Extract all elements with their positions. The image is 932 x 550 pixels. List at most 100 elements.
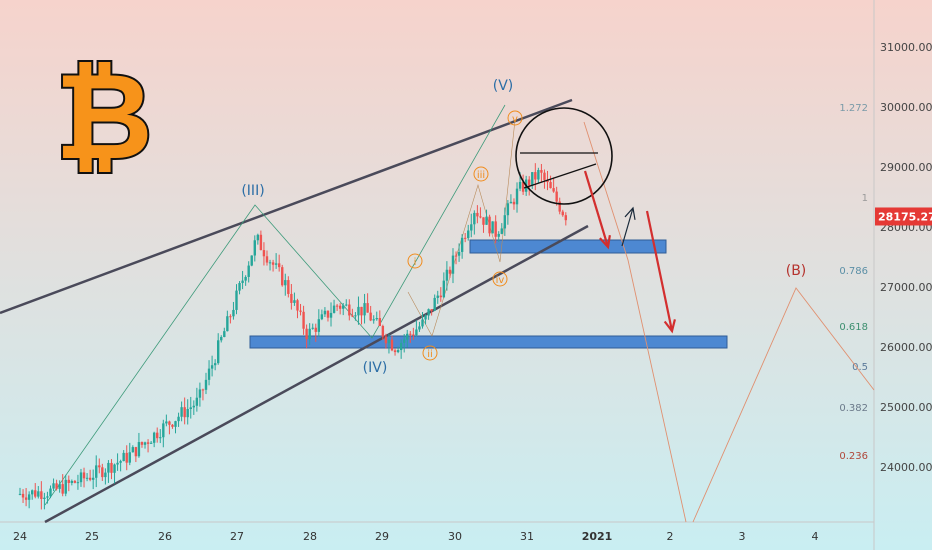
candle-body [210,365,214,369]
candle-body [348,304,351,316]
candle-body [479,216,482,218]
candle-body [192,405,196,408]
candle-body [134,447,138,457]
candle-body [156,432,159,439]
candle-body [131,447,135,453]
candle-body [271,262,275,265]
wave-label-iii-ring [473,166,489,182]
time-axis-label: 24 [13,530,27,543]
candle-body [247,265,250,277]
time-axis-label: 25 [85,530,99,543]
candle-body [189,407,192,410]
candle-body [454,255,458,257]
candle-body [95,465,98,478]
candle-body [457,251,461,256]
candle-body [521,181,525,192]
candle-body [162,423,165,438]
candle-body [165,421,168,424]
candle-body [451,255,455,274]
candle-body [235,290,238,310]
fib-level-label: 1 [862,193,868,204]
candle-body [232,309,235,317]
price-axis-label: 26000.00 [880,341,932,354]
candle-body [140,442,144,445]
candle-body [37,491,40,497]
candle-body [509,201,513,204]
candle-body [448,269,452,274]
support-zone-lower[interactable] [249,335,728,349]
candle-body [207,368,211,380]
candle-body [46,496,49,498]
channel-upper-line[interactable] [0,98,573,315]
candle-body [64,479,67,494]
candle-body [494,221,497,237]
candle-body [256,234,260,241]
price-axis-label: 29000.00 [880,161,932,174]
arrow-down-long-head [663,319,676,334]
candle-body [439,295,442,298]
price-axis-label: 30000.00 [880,101,932,114]
candle-body [171,424,174,427]
candle-body [540,170,543,173]
candle-body [143,442,147,445]
time-axis-label: 27 [230,530,244,543]
time-axis-label: 26 [158,530,172,543]
wave-label-v: v [512,114,518,125]
candle-body [290,293,293,303]
time-axis-label: 31 [520,530,534,543]
price-axis-label: 25000.00 [880,401,932,414]
candle-body [311,327,314,329]
support-zone-upper[interactable] [469,239,667,254]
time-axis-label: 30 [448,530,462,543]
candle-body [470,224,473,231]
candle-body [98,465,101,468]
candle-body [561,211,564,216]
wave-label-i-ring [407,253,423,269]
candle-body [497,233,500,237]
time-axis-label: 2 [667,530,674,543]
fib-level-label: 0.786 [839,266,868,277]
candle-body [338,305,342,309]
candle-body [198,389,202,398]
candle-body [250,255,253,266]
candle-body [436,295,439,298]
pattern-circle[interactable] [515,107,613,205]
candle-body [159,437,162,439]
candle-body [308,328,311,340]
candle-body [384,336,388,344]
candle-body [18,493,22,495]
candle-body [223,331,226,338]
fib-level-label: 0.236 [839,451,868,462]
candle-body [427,309,430,316]
candle-body [366,303,369,313]
candle-body [418,326,421,330]
candle-body [27,494,31,500]
candle-body [515,188,519,205]
wave-label-III: (III) [241,183,264,199]
candle-body [415,329,418,336]
candle-body [409,333,412,335]
candle-body [229,316,232,318]
candle-body [335,305,339,307]
candle-body [357,306,360,316]
candle-body [558,201,561,212]
candle-body [555,191,558,202]
candle-body [299,310,302,312]
candle-body [213,363,217,366]
fib-level-label: 0.5 [852,362,868,373]
candle-body [284,280,287,286]
arrow-down-long [645,210,674,332]
wave-label-iii: iii [477,170,485,181]
time-axis-label: 29 [375,530,389,543]
wave-label-iv-ring [492,271,508,287]
candle-body [369,312,372,321]
channel-lower-line[interactable] [44,224,589,524]
candle-body [412,334,415,336]
candle-body [146,442,150,444]
candle-body [259,234,263,251]
candle-body [52,483,55,489]
candle-body [546,179,549,183]
candle-body [180,407,183,417]
wave-label-ii-ring [422,345,438,361]
